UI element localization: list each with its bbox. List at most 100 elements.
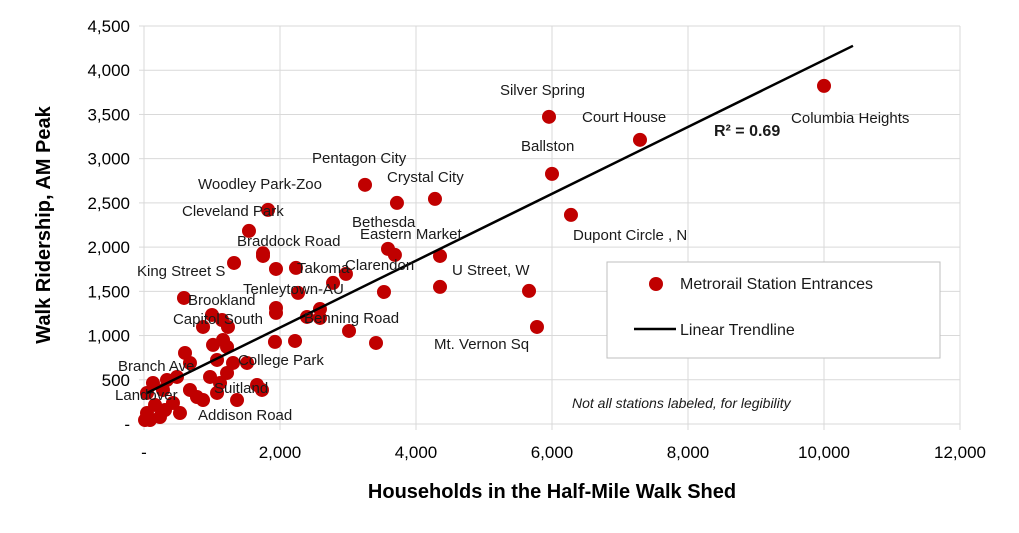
data-point: [240, 355, 255, 370]
y-tick-label: 3,500: [87, 105, 130, 124]
data-point: [158, 403, 173, 418]
x-tick-label: 6,000: [531, 443, 574, 462]
data-point: [522, 283, 537, 298]
station-label: King Street S: [137, 263, 225, 280]
data-point: [369, 335, 384, 350]
data-point: [545, 166, 559, 181]
y-axis-title: Walk Ridership, AM Peak: [33, 105, 55, 343]
station-label: College Park: [238, 352, 324, 369]
data-point: [433, 279, 448, 294]
x-tick-label: 4,000: [395, 443, 438, 462]
data-point: [326, 275, 341, 290]
station-label: Suitland: [214, 380, 268, 397]
y-tick-label: 1,000: [87, 327, 130, 346]
y-tick-label: 4,000: [87, 61, 130, 80]
data-point: [176, 290, 191, 305]
data-point: [227, 255, 242, 270]
x-tick-label: 10,000: [798, 443, 850, 462]
y-tick-label: 2,000: [87, 238, 130, 257]
data-point: [256, 248, 270, 263]
legend-label-trendline: Linear Trendline: [680, 322, 795, 339]
y-tick-label: 3,000: [87, 150, 130, 169]
station-label: Crystal City: [387, 169, 464, 186]
station-label: Woodley Park-Zoo: [198, 176, 322, 193]
x-tick-label: 2,000: [259, 443, 302, 462]
x-axis-title: Households in the Half-Mile Walk Shed: [368, 481, 736, 503]
data-point: [220, 319, 235, 334]
station-label: Landover: [115, 387, 178, 404]
data-point: [358, 177, 372, 192]
data-point: [230, 393, 245, 408]
data-point: [254, 382, 269, 397]
data-point: [288, 260, 303, 275]
data-point: [387, 247, 402, 262]
tick-labels: - 500 1,000 1,500 2,000 2,500 3,000 3,500 4,000 4…: [87, 17, 986, 462]
trendline: [146, 44, 854, 395]
legend: Metrorail Station Entrances Linear Trend…: [606, 261, 941, 359]
station-label: Eastern Market: [360, 226, 463, 243]
note-text: Not all stations labeled, for legibility: [572, 395, 792, 411]
data-point: [542, 109, 557, 124]
station-label: Mt. Vernon Sq: [434, 336, 529, 353]
data-point: [261, 202, 276, 217]
data-point: [288, 333, 303, 348]
y-tick-label: 500: [102, 371, 130, 390]
data-point: [213, 375, 228, 390]
station-label: Bethesda: [352, 214, 416, 231]
data-point: [268, 261, 283, 276]
y-tick-label: 1,500: [87, 282, 130, 301]
data-point: [138, 413, 153, 428]
station-label: Tenleytown-AU: [243, 281, 344, 298]
station-label: Ballston: [521, 138, 574, 155]
data-point: [312, 310, 327, 325]
station-label: Court House: [582, 109, 666, 126]
station-label: Clarendon: [345, 257, 414, 274]
station-label: Dupont Circle , N: [573, 227, 687, 244]
station-label: U Street, W: [452, 262, 530, 279]
data-point: [338, 266, 353, 281]
station-label: Pentagon City: [312, 150, 407, 167]
station-label: Branch Ave: [118, 358, 194, 375]
data-point: [529, 319, 544, 334]
data-point: [182, 355, 197, 370]
data-point: [241, 223, 256, 238]
data-point: [342, 323, 357, 338]
station-label: Capitol South: [173, 311, 263, 328]
data-point: [220, 339, 235, 354]
station-label: Addison Road: [198, 407, 292, 424]
data-point: [563, 207, 578, 222]
x-tick-label: 12,000: [934, 443, 986, 462]
data-point: [220, 365, 235, 380]
station-label: Braddock Road: [237, 233, 340, 250]
legend-label-points: Metrorail Station Entrances: [680, 276, 873, 293]
x-tick-label: 8,000: [667, 443, 710, 462]
data-point: [196, 319, 211, 334]
data-point: [291, 285, 306, 300]
station-label: Benning Road: [304, 310, 399, 327]
legend-box: [606, 261, 941, 359]
station-label: Cleveland Park: [182, 203, 284, 220]
data-point: [196, 393, 211, 408]
station-label: Silver Spring: [500, 82, 585, 99]
data-point: [376, 284, 391, 299]
data-point: [817, 78, 831, 93]
station-label: Columbia Heights: [791, 110, 909, 127]
data-point: [268, 305, 283, 320]
y-tick-label: 2,500: [87, 194, 130, 213]
station-label: Takoma: [297, 260, 350, 277]
legend-marker-points: [649, 277, 663, 291]
data-point: [427, 191, 442, 206]
station-labels: Silver Spring Court House Columbia Heights…: [115, 82, 909, 424]
y-tick-label: 4,500: [87, 17, 130, 36]
r-squared-label: R² = 0.69: [714, 123, 780, 140]
data-point: [172, 406, 187, 421]
data-point: [389, 195, 404, 210]
trendline-segment: [146, 44, 854, 395]
data-point: [433, 248, 448, 263]
station-label: Brookland: [188, 292, 256, 309]
y-tick-label: -: [124, 415, 130, 434]
data-point: [267, 334, 282, 349]
x-tick-label: -: [141, 443, 147, 462]
data-point: [632, 132, 647, 147]
